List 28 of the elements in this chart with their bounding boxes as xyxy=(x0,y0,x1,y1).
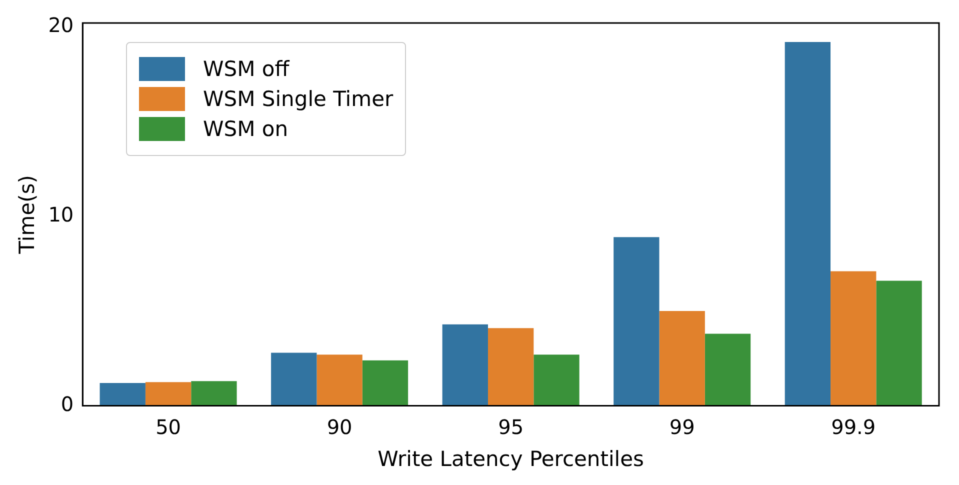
bar xyxy=(145,382,192,406)
bar xyxy=(659,311,705,406)
bar xyxy=(191,381,237,406)
bar xyxy=(271,352,317,406)
y-axis-title: Time(s) xyxy=(15,175,40,255)
legend-label: WSM off xyxy=(203,57,290,81)
bar xyxy=(316,354,362,406)
x-axis-title: Write Latency Percentiles xyxy=(378,446,644,471)
bar xyxy=(488,328,534,406)
bar xyxy=(614,237,660,406)
legend-label: WSM on xyxy=(203,117,288,141)
bar xyxy=(830,271,876,406)
x-tick-label: 50 xyxy=(156,415,182,440)
y-tick-label: 0 xyxy=(60,392,74,416)
bar xyxy=(534,354,580,406)
bar xyxy=(100,383,146,406)
bar xyxy=(442,324,488,406)
legend-label: WSM Single Timer xyxy=(203,87,394,111)
bar xyxy=(704,334,751,406)
y-tick-label: 10 xyxy=(48,202,74,226)
bar xyxy=(362,360,408,406)
x-tick-label: 99 xyxy=(669,415,695,440)
x-tick-label: 99.9 xyxy=(831,415,876,440)
bar xyxy=(784,42,831,406)
x-tick-label: 95 xyxy=(498,415,524,440)
x-tick-label: 90 xyxy=(326,415,352,440)
y-tick-label: 20 xyxy=(48,12,74,37)
bar xyxy=(876,280,922,406)
